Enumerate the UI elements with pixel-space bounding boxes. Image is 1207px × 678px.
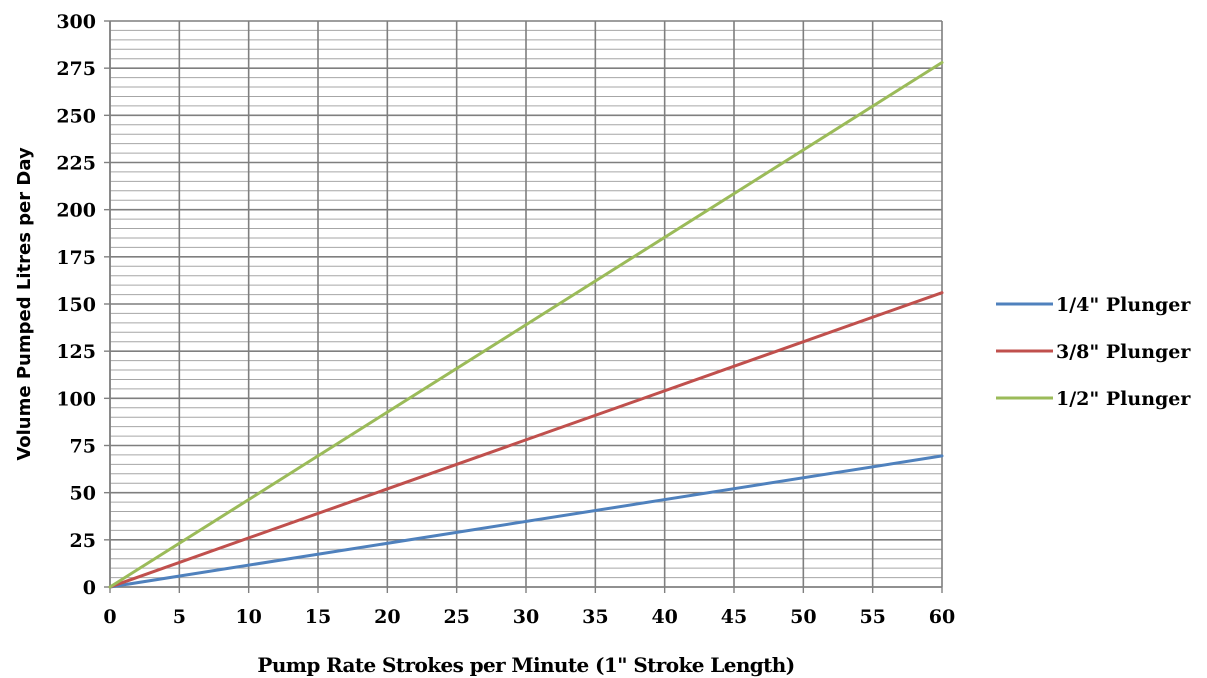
y-axis-title: Volume Pumped Litres per Day — [14, 147, 35, 461]
y-tick-label: 125 — [56, 341, 96, 363]
x-tick-label: 45 — [721, 606, 747, 628]
y-tick-label: 250 — [56, 105, 96, 127]
legend: 1/4" Plunger 3/8" Plunger 1/2" Plunger — [996, 294, 1191, 410]
legend-label-3: 1/2" Plunger — [1056, 388, 1191, 410]
major-gridlines — [109, 20, 943, 588]
y-tick-label: 50 — [70, 483, 96, 505]
y-tick-label: 200 — [56, 200, 96, 222]
series-line-1 — [108, 454, 944, 589]
y-tick-label: 275 — [56, 58, 96, 80]
x-tick-label: 15 — [305, 606, 331, 628]
series-line-2 — [108, 291, 944, 589]
legend-label-2: 3/8" Plunger — [1056, 341, 1191, 363]
x-tick-label: 40 — [651, 606, 677, 628]
legend-label-1: 1/4" Plunger — [1056, 294, 1191, 316]
y-tick-label: 225 — [56, 153, 96, 175]
x-tick-label: 60 — [929, 606, 955, 628]
x-tick-label: 0 — [103, 606, 116, 628]
series-lines — [108, 61, 944, 589]
x-tick-label: 35 — [582, 606, 608, 628]
y-tick-labels: 0 25 50 75 100 125 150 175 200 225 250 275 300 — [56, 11, 96, 599]
y-tick-label: 300 — [56, 11, 96, 33]
y-tick-label: 25 — [70, 530, 96, 552]
x-tick-labels: 0 5 10 15 20 25 30 35 40 45 50 55 60 — [103, 606, 955, 628]
x-tick-label: 25 — [443, 606, 469, 628]
x-tick-label: 50 — [790, 606, 816, 628]
x-tick-label: 55 — [859, 606, 885, 628]
x-tick-label: 10 — [235, 606, 261, 628]
x-tick-label: 5 — [173, 606, 186, 628]
series-line-3 — [108, 61, 944, 589]
y-tick-label: 75 — [70, 436, 96, 458]
y-tick-label: 0 — [83, 577, 96, 599]
y-tick-label: 175 — [56, 247, 96, 269]
x-axis-title: Pump Rate Strokes per Minute (1" Stroke … — [257, 653, 794, 677]
x-tick-label: 30 — [513, 606, 539, 628]
y-tick-label: 150 — [56, 294, 96, 316]
x-tick-label: 20 — [374, 606, 400, 628]
y-tick-label: 100 — [56, 388, 96, 410]
axes — [104, 20, 943, 593]
